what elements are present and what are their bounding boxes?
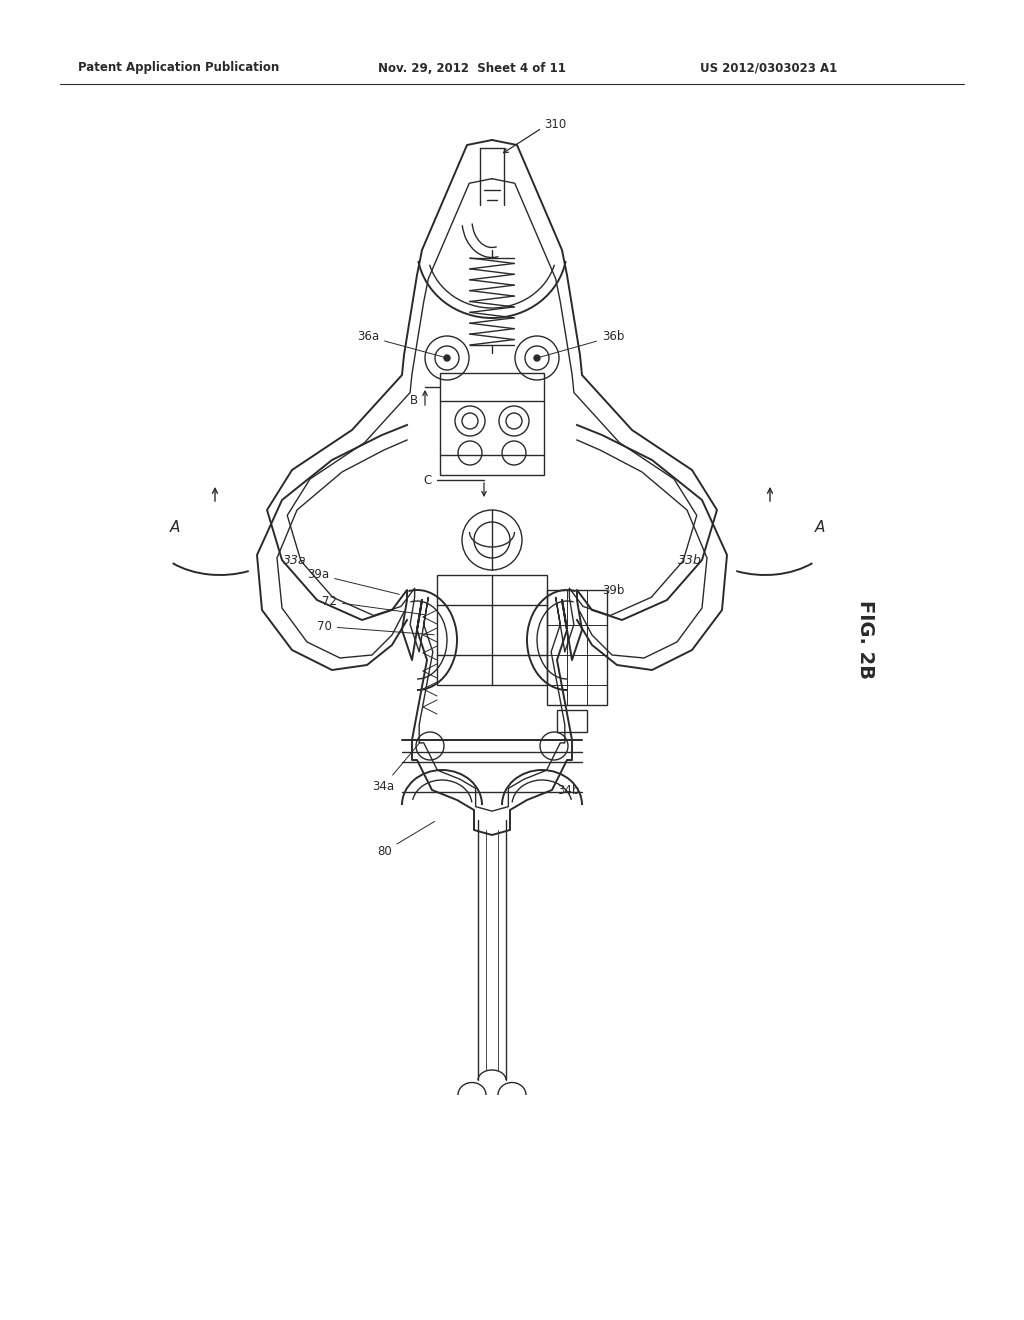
Text: US 2012/0303023 A1: US 2012/0303023 A1	[700, 62, 838, 74]
Text: Nov. 29, 2012  Sheet 4 of 11: Nov. 29, 2012 Sheet 4 of 11	[378, 62, 566, 74]
Text: 80: 80	[377, 821, 434, 858]
Bar	[557, 710, 587, 733]
Text: C: C	[424, 474, 432, 487]
Text: 36b: 36b	[540, 330, 625, 358]
Text: Patent Application Publication: Patent Application Publication	[78, 62, 280, 74]
Circle shape	[534, 355, 540, 360]
Bar	[440, 374, 544, 475]
Bar	[437, 576, 547, 685]
Text: A: A	[170, 520, 180, 536]
Text: B: B	[410, 395, 418, 408]
Text: 72: 72	[322, 595, 424, 615]
Text: 33a: 33a	[284, 553, 307, 566]
Text: FIG. 2B: FIG. 2B	[855, 601, 874, 680]
Text: 34b: 34b	[557, 784, 580, 796]
Text: 310: 310	[544, 117, 566, 131]
Text: A: A	[815, 520, 825, 536]
Circle shape	[444, 355, 450, 360]
Bar	[547, 590, 607, 705]
Text: 34a: 34a	[372, 742, 420, 793]
Text: 33b: 33b	[678, 553, 701, 566]
Text: 39b: 39b	[602, 583, 625, 597]
Text: 70: 70	[317, 620, 434, 635]
Text: 36a: 36a	[357, 330, 444, 358]
Text: 39a: 39a	[307, 568, 399, 594]
